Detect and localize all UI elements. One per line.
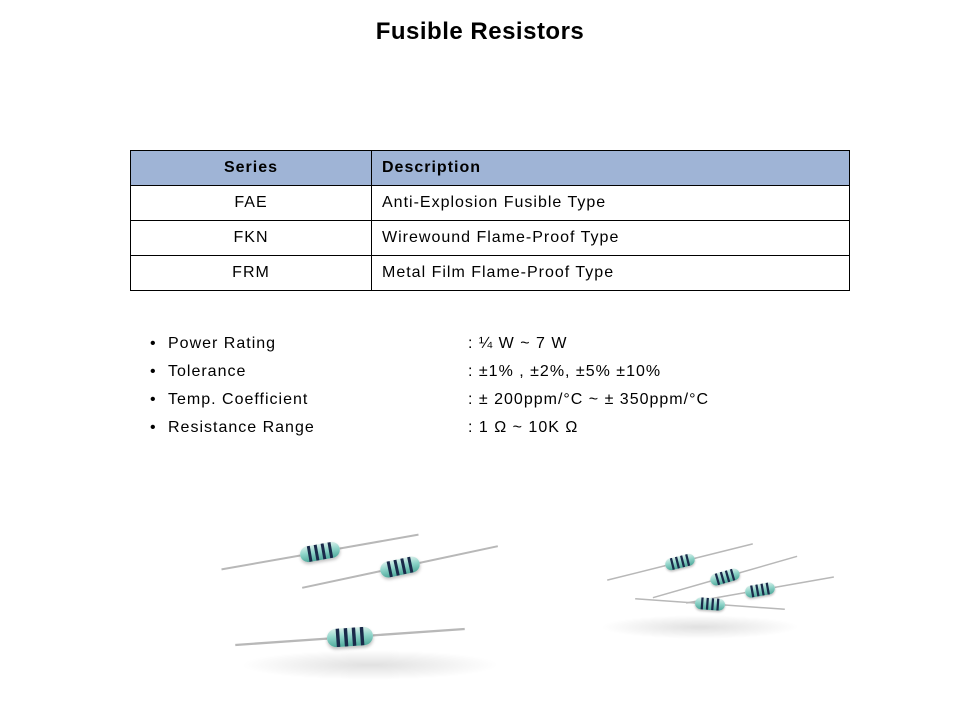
spec-row: • Tolerance : ±1% , ±2%, ±5% ±10% (150, 363, 709, 381)
resistor-lead (635, 598, 695, 604)
cell-description: Metal Film Flame-Proof Type (372, 256, 850, 291)
resistor-lead (725, 604, 785, 610)
col-header-description: Description (372, 151, 850, 186)
resistor-band (327, 542, 333, 558)
resistor-band (716, 598, 719, 610)
resistor-band (360, 627, 365, 646)
page-title: Fusible Resistors (0, 0, 960, 46)
resistor-lead (221, 554, 300, 570)
resistor-band (750, 585, 754, 597)
resistor-band (680, 555, 685, 567)
resistor-band (344, 628, 349, 647)
specs-list: • Power Rating : ¼ W ~ 7 W • Tolerance :… (150, 335, 709, 447)
cell-series: FAE (131, 186, 372, 221)
resistor-band (685, 554, 690, 566)
resistor-band (336, 629, 341, 648)
resistor-band (321, 543, 327, 559)
resistor-lead (607, 565, 666, 581)
resistor-lead (302, 570, 381, 589)
cell-description: Anti-Explosion Fusible Type (372, 186, 850, 221)
resistor-band (675, 557, 680, 569)
resistor-band (387, 561, 393, 577)
table-header-row: Series Description (131, 151, 850, 186)
bullet-icon: • (150, 391, 168, 409)
resistor-band (766, 583, 770, 595)
spec-label: Tolerance (168, 363, 468, 381)
resistor-band (670, 558, 675, 570)
resistor-band (730, 569, 735, 581)
cell-description: Wirewound Flame-Proof Type (372, 221, 850, 256)
resistor-band (706, 598, 709, 610)
spec-value: : ± 200ppm/°C ~ ± 350ppm/°C (468, 391, 709, 409)
resistor-band (393, 560, 399, 576)
resistor-lead (419, 545, 498, 564)
cell-series: FKN (131, 221, 372, 256)
spec-label: Power Rating (168, 335, 468, 353)
resistor-lead (694, 543, 753, 559)
series-table: Series Description FAE Anti-Explosion Fu… (130, 150, 850, 291)
resistor-band (307, 546, 313, 562)
resistor-body (695, 597, 726, 611)
resistor-band (760, 583, 764, 595)
bullet-icon: • (150, 335, 168, 353)
resistor-band (400, 558, 406, 574)
resistor-band (314, 544, 320, 560)
spec-row: • Power Rating : ¼ W ~ 7 W (150, 335, 709, 353)
resistor-band (725, 570, 730, 582)
cell-series: FRM (131, 256, 372, 291)
resistor-body (299, 541, 341, 564)
spec-value: : ¼ W ~ 7 W (468, 335, 567, 353)
spec-value: : ±1% , ±2%, ±5% ±10% (468, 363, 661, 381)
spec-row: • Resistance Range : 1 Ω ~ 10K Ω (150, 419, 709, 437)
resistor-lead (235, 637, 327, 646)
spec-row: • Temp. Coefficient : ± 200ppm/°C ~ ± 35… (150, 391, 709, 409)
page: Fusible Resistors Series Description FAE… (0, 0, 960, 720)
bullet-icon: • (150, 419, 168, 437)
table-row: FKN Wirewound Flame-Proof Type (131, 221, 850, 256)
col-header-series: Series (131, 151, 372, 186)
resistor-body (379, 555, 421, 579)
series-table-container: Series Description FAE Anti-Explosion Fu… (130, 150, 850, 291)
spec-value: : 1 Ω ~ 10K Ω (468, 419, 578, 437)
table-row: FRM Metal Film Flame-Proof Type (131, 256, 850, 291)
shadow (600, 615, 800, 639)
resistor-body (744, 581, 776, 598)
resistor-illustration (180, 520, 820, 700)
spec-label: Resistance Range (168, 419, 468, 437)
resistor-lead (739, 556, 797, 574)
resistor-body (664, 553, 696, 572)
resistor-band (715, 573, 720, 585)
table-row: FAE Anti-Explosion Fusible Type (131, 186, 850, 221)
resistor-band (711, 598, 714, 610)
resistor-lead (775, 576, 834, 588)
resistor-band (407, 557, 413, 573)
resistor-body (326, 626, 373, 648)
resistor-band (352, 627, 357, 646)
spec-label: Temp. Coefficient (168, 391, 468, 409)
resistor-band (701, 597, 704, 609)
bullet-icon: • (150, 363, 168, 381)
resistor-band (755, 584, 759, 596)
resistor-lead (373, 628, 465, 637)
resistor-lead (340, 534, 419, 550)
resistor-band (720, 572, 725, 584)
